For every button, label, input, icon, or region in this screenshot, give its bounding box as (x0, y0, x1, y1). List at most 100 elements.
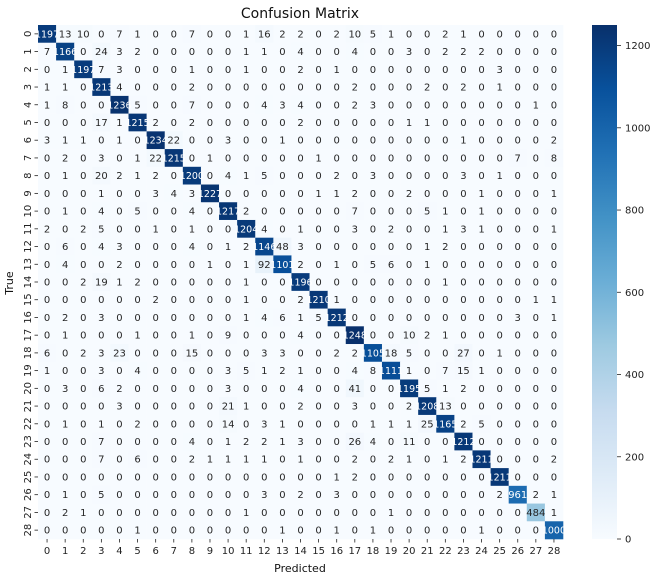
cell-label: 0 (551, 242, 557, 253)
heatmap-cell (92, 184, 111, 203)
cell-label: 2 (406, 189, 412, 200)
cell-label: 0 (315, 47, 321, 58)
heatmap-cell (128, 219, 147, 238)
cell-label: 1 (442, 455, 448, 466)
heatmap-cell (418, 237, 437, 256)
x-tick-label: 5 (134, 546, 140, 557)
cell-label: 8 (551, 153, 557, 164)
heatmap-cell (237, 326, 256, 345)
heatmap-cell (363, 42, 383, 61)
heatmap-cell (381, 485, 401, 504)
heatmap-cell (490, 344, 509, 363)
heatmap-cell (182, 149, 202, 168)
heatmap-cell (128, 290, 147, 309)
heatmap-cell (128, 25, 147, 44)
cell-label: 2 (80, 224, 86, 235)
cell-label: 1 (207, 260, 213, 271)
heatmap-cell (273, 184, 292, 203)
cell-label: 0 (478, 295, 484, 306)
heatmap-cell (490, 184, 509, 203)
cell-label: 0 (297, 348, 303, 359)
cell-label: 0 (279, 83, 285, 94)
heatmap-cell (400, 113, 419, 132)
heatmap-cell (544, 485, 564, 504)
cell-label: 0 (279, 384, 285, 395)
cell-label: 0 (189, 508, 195, 519)
heatmap-cell (219, 78, 238, 97)
cell-label: 0 (225, 526, 231, 537)
heatmap-cell (255, 184, 274, 203)
cell-label: 0 (370, 153, 376, 164)
cell-label: 1101 (270, 260, 294, 271)
heatmap-cell (56, 78, 75, 97)
heatmap-cell (400, 255, 419, 274)
cell-label: 0 (515, 331, 521, 342)
heatmap-cell (38, 344, 57, 363)
heatmap-cell (146, 202, 166, 221)
heatmap-cell (128, 166, 147, 185)
heatmap-cell (526, 397, 546, 416)
cell-label: 2 (334, 348, 340, 359)
cell-label: 4 (261, 100, 267, 111)
cell-label: 0 (207, 526, 213, 537)
cell-label: 0 (515, 402, 521, 413)
y-tick-label: 22 (23, 417, 34, 430)
heatmap-cell (164, 432, 184, 451)
heatmap-cell (490, 113, 509, 132)
heatmap-cell (490, 503, 509, 522)
cell-label: 0 (551, 331, 557, 342)
cell-label: 0 (424, 224, 430, 235)
cell-label: 0 (334, 83, 340, 94)
cell-label: 0 (80, 153, 86, 164)
cell-label: 0 (134, 260, 140, 271)
cell-label: 1146 (252, 242, 276, 253)
cell-label: 1 (44, 83, 50, 94)
heatmap-cell (200, 450, 220, 469)
cell-label: 3 (98, 366, 104, 377)
cell-label: 0 (496, 100, 502, 111)
cell-label: 0 (116, 331, 122, 342)
cell-label: 3 (297, 242, 303, 253)
heatmap-cell (237, 308, 256, 327)
heatmap-cell (508, 149, 528, 168)
cell-label: 0 (533, 29, 539, 40)
heatmap-cell (526, 42, 546, 61)
cell-label: 0 (44, 260, 50, 271)
cell-label: 0 (315, 171, 321, 182)
heatmap-cell (164, 42, 184, 61)
heatmap-cell (418, 60, 437, 79)
cell-label: 1 (478, 224, 484, 235)
heatmap-cell (56, 468, 75, 487)
heatmap-cell (454, 503, 473, 522)
heatmap-cell (454, 202, 473, 221)
heatmap-cell (327, 255, 347, 274)
heatmap-cell (436, 113, 455, 132)
x-tick-label: 10 (222, 546, 235, 557)
heatmap-cell (400, 166, 419, 185)
cell-label: 1 (243, 508, 249, 519)
heatmap-cell (472, 290, 491, 309)
heatmap-cell (182, 361, 202, 380)
heatmap-cell (56, 344, 75, 363)
heatmap-cell (182, 414, 202, 433)
cell-label: 6 (62, 242, 68, 253)
cell-label: 0 (460, 118, 466, 129)
heatmap-cell (309, 432, 328, 451)
heatmap-cell (291, 149, 310, 168)
cell-label: 0 (80, 83, 86, 94)
cell-label: 4 (171, 189, 177, 200)
y-tick-label: 23 (23, 435, 34, 448)
cell-label: 0 (225, 65, 231, 76)
heatmap-cell (273, 485, 292, 504)
cell-label: 4 (297, 47, 303, 58)
cell-label: 0 (189, 419, 195, 430)
heatmap-cell (182, 42, 202, 61)
cell-label: 0 (80, 242, 86, 253)
heatmap-cell (219, 290, 238, 309)
heatmap-cell (544, 503, 564, 522)
cell-label: 0 (551, 118, 557, 129)
heatmap-cell (92, 255, 111, 274)
y-tick-label: 20 (23, 382, 34, 395)
heatmap-cell (526, 503, 546, 522)
colorbar-tick-label: 1000 (625, 123, 650, 134)
